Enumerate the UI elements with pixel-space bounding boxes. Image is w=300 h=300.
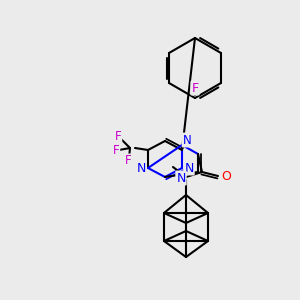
Text: O: O [221, 170, 231, 184]
Text: N: N [176, 172, 186, 184]
Text: F: F [125, 154, 131, 167]
Text: F: F [113, 143, 119, 157]
Text: N: N [136, 161, 146, 175]
Text: F: F [115, 130, 121, 142]
Text: F: F [191, 82, 199, 94]
Text: N: N [183, 134, 191, 146]
Text: N: N [184, 161, 194, 175]
Text: N: N [136, 161, 146, 175]
